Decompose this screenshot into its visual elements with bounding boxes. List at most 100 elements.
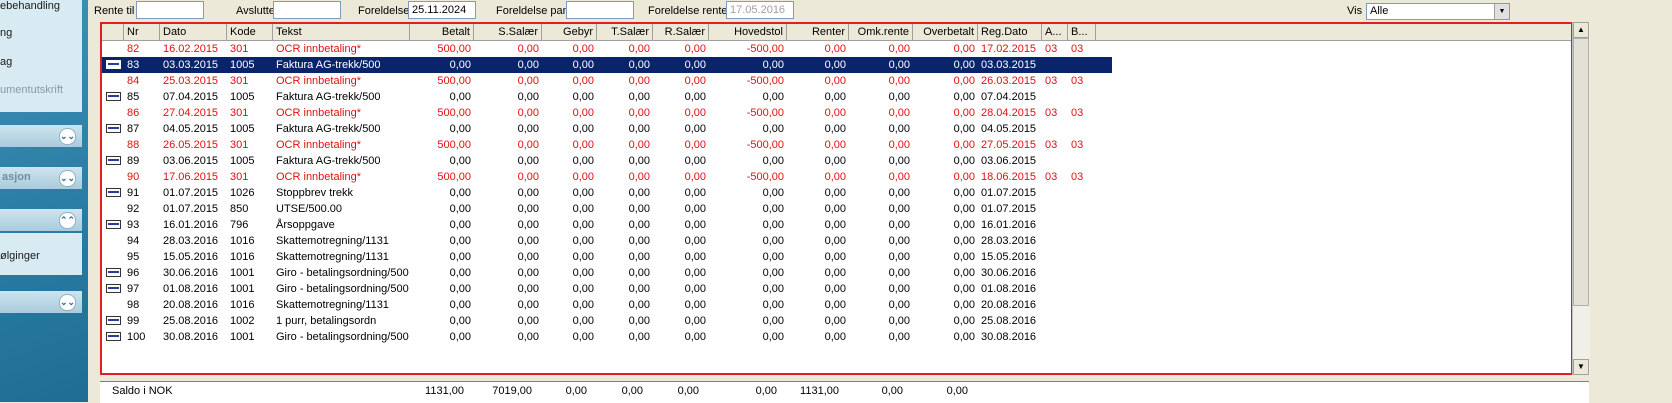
table-row[interactable]: 88 26.05.2015 301 OCR innbetaling* 500,00 0,0… xyxy=(102,137,1112,153)
sidebar-item-ag[interactable]: ag xyxy=(0,56,13,68)
table-row[interactable]: 86 27.04.2015 301 OCR innbetaling* 500,00 0,0… xyxy=(102,105,1112,121)
cell-over: 0,00 xyxy=(953,123,975,135)
cell-b xyxy=(1068,249,1096,265)
table-row[interactable]: 98 20.08.2016 1016 Skattemotregning/1131 0,0… xyxy=(102,297,1112,313)
table-row[interactable]: 91 01.07.2015 1026 Stoppbrev trekk 0,00 0,00 0… xyxy=(102,185,1112,201)
table-row[interactable]: 92 01.07.2015 850 UTSE/500.00 0,00 0,00 0,00 0,… xyxy=(102,201,1112,217)
rente-til-input[interactable] xyxy=(136,1,204,19)
transactions-grid[interactable]: Nr Dato Kode Tekst Betalt S.Salær Gebyr T.Salær… xyxy=(100,22,1573,375)
avsluttet-label: Avsluttet xyxy=(236,5,278,17)
cell-gebyr: 0,00 xyxy=(572,219,594,231)
scroll-down-icon[interactable]: ▼ xyxy=(1573,359,1589,375)
table-row[interactable]: 95 15.05.2016 1016 Skattemotregning/1131 0,0… xyxy=(102,249,1112,265)
cell-b xyxy=(1068,201,1096,217)
dropdown-arrow-icon[interactable]: ▼ xyxy=(1494,4,1509,19)
cell-tekst: Faktura AG-trekk/500 xyxy=(276,123,381,135)
letter-icon xyxy=(106,316,121,325)
column-header-omk[interactable]: Omk.rente xyxy=(849,24,913,40)
chevron-down-icon[interactable]: ⌄⌄ xyxy=(59,294,76,311)
letter-icon xyxy=(106,332,121,341)
cell-omk: 0,00 xyxy=(888,283,910,295)
table-row[interactable]: 89 03.06.2015 1005 Faktura AG-trekk/500 0,00… xyxy=(102,153,1112,169)
cell-a: 03 xyxy=(1045,171,1058,183)
cell-tsal: 0,00 xyxy=(628,75,650,87)
column-header-rsal[interactable]: R.Salær xyxy=(653,24,709,40)
cell-dato: 30.08.2016 xyxy=(163,331,219,343)
cell-reg: 03.06.2015 xyxy=(981,155,1037,167)
avsluttet-input[interactable] xyxy=(273,1,341,19)
table-row[interactable]: 82 16.02.2015 301 OCR innbetaling* 500,00 0,0… xyxy=(102,41,1112,57)
foreldelse-pant-input[interactable] xyxy=(566,1,634,19)
foreldelse-renter-input[interactable]: 17.05.2016 xyxy=(726,1,794,19)
sidebar-group-3-header[interactable]: ⌃⌃ xyxy=(0,209,82,231)
cell-ssal: 0,00 xyxy=(517,43,539,55)
cell-tekst: Giro - betalingsordning/500 xyxy=(276,283,409,295)
table-row[interactable]: 96 30.06.2016 1001 Giro - betalingsordning/… xyxy=(102,265,1112,281)
table-row[interactable]: 84 25.03.2015 301 OCR innbetaling* 500,00 0,0… xyxy=(102,73,1112,89)
cell-ssal: 0,00 xyxy=(517,299,539,311)
table-row[interactable]: 97 01.08.2016 1001 Giro - betalingsordning/… xyxy=(102,281,1112,297)
column-header-nr[interactable]: Nr xyxy=(124,24,160,40)
table-row[interactable]: 90 17.06.2015 301 OCR innbetaling* 500,00 0,0… xyxy=(102,169,1112,185)
column-header-tekst[interactable]: Tekst xyxy=(273,24,410,40)
cell-nr: 97 xyxy=(127,283,140,295)
saldo-value: 1131,00 xyxy=(800,385,839,397)
column-header-renter[interactable]: Renter xyxy=(787,24,849,40)
table-row[interactable]: 94 28.03.2016 1016 Skattemotregning/1131 0,0… xyxy=(102,233,1112,249)
cell-nr: 91 xyxy=(127,187,140,199)
cell-rsal: 0,00 xyxy=(684,155,706,167)
cell-kode: 1005 xyxy=(230,155,255,167)
scroll-up-icon[interactable]: ▲ xyxy=(1573,22,1589,38)
column-header-a[interactable]: A... xyxy=(1042,24,1068,40)
vis-select[interactable]: Alle ▼ xyxy=(1366,3,1510,20)
vertical-scrollbar[interactable]: ▲ ▼ xyxy=(1572,22,1590,375)
table-row[interactable]: 99 25.08.2016 1002 1 purr, betalingsordn 0,0… xyxy=(102,313,1112,329)
sidebar-group-2-header[interactable]: asjon ⌄⌄ xyxy=(0,167,82,189)
table-row[interactable]: 85 07.04.2015 1005 Faktura AG-trekk/500 0,00… xyxy=(102,89,1112,105)
cell-dato: 26.05.2015 xyxy=(163,139,219,151)
sidebar-item-folginger[interactable]: ølginger xyxy=(0,250,40,262)
cell-b: 03 xyxy=(1071,171,1084,183)
chevron-down-icon[interactable]: ⌄⌄ xyxy=(59,128,76,145)
table-row[interactable]: 87 04.05.2015 1005 Faktura AG-trekk/500 0,00… xyxy=(102,121,1112,137)
column-header-dato[interactable]: Dato xyxy=(160,24,227,40)
sidebar-item-ebehandling[interactable]: ebehandling xyxy=(0,0,60,12)
cell-rsal: 0,00 xyxy=(684,123,706,135)
cell-kode: 1016 xyxy=(230,235,255,247)
column-header-gebyr[interactable]: Gebyr xyxy=(542,24,597,40)
table-row[interactable]: 83 03.03.2015 1005 Faktura AG-trekk/500 0,00… xyxy=(102,56,1113,74)
cell-ssal: 0,00 xyxy=(517,155,539,167)
column-header-b[interactable]: B... xyxy=(1068,24,1096,40)
sidebar-group-4-header[interactable]: ⌄⌄ xyxy=(0,291,82,313)
cell-betalt: 0,00 xyxy=(449,251,471,263)
scroll-thumb[interactable] xyxy=(1573,38,1589,306)
column-header-kode[interactable]: Kode xyxy=(227,24,273,40)
cell-dato: 30.06.2016 xyxy=(163,267,219,279)
cell-tekst: OCR innbetaling* xyxy=(276,43,361,55)
cell-rsal: 0,00 xyxy=(684,139,706,151)
column-header-reg[interactable]: Reg.Dato xyxy=(978,24,1042,40)
column-header-ssal[interactable]: S.Salær xyxy=(474,24,542,40)
sidebar-group-1-header[interactable]: ⌄⌄ xyxy=(0,125,82,147)
cell-b xyxy=(1068,297,1096,313)
column-header-icon[interactable] xyxy=(102,24,124,40)
cell-betalt: 500,00 xyxy=(437,75,471,87)
column-header-hoved[interactable]: Hovedstol xyxy=(709,24,787,40)
column-header-over[interactable]: Overbetalt xyxy=(913,24,978,40)
table-row[interactable]: 93 16.01.2016 796 Årsoppgave 0,00 0,00 0,00 0,0… xyxy=(102,217,1112,233)
cell-nr: 89 xyxy=(127,155,140,167)
column-header-betalt[interactable]: Betalt xyxy=(410,24,474,40)
cell-b xyxy=(1068,281,1096,297)
cell-renter: 0,00 xyxy=(824,43,846,55)
cell-ssal: 0,00 xyxy=(517,171,539,183)
cell-kode: 1026 xyxy=(230,187,255,199)
cell-dato: 27.04.2015 xyxy=(163,107,219,119)
column-header-tsal[interactable]: T.Salær xyxy=(597,24,653,40)
chevron-down-icon[interactable]: ⌄⌄ xyxy=(59,170,76,187)
chevron-up-icon[interactable]: ⌃⌃ xyxy=(59,212,76,229)
sidebar-item-dokumentutskrift[interactable]: umentutskrift xyxy=(0,84,63,96)
letter-icon xyxy=(106,284,121,293)
foreldelse-input[interactable]: 25.11.2024 xyxy=(408,1,476,19)
sidebar-item-ng[interactable]: ng xyxy=(0,27,13,39)
table-row[interactable]: 100 30.08.2016 1001 Giro - betalingsordning… xyxy=(102,329,1112,345)
